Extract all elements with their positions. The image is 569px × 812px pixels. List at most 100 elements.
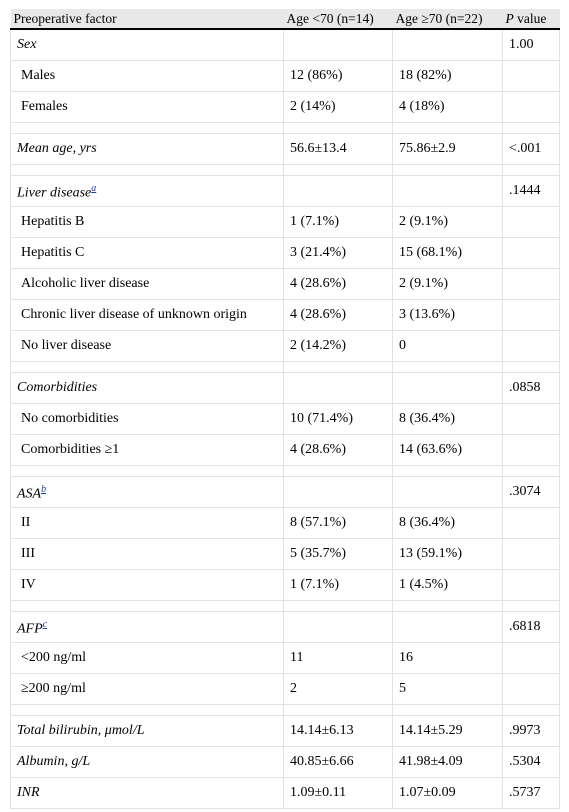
spacer-cell <box>10 600 284 612</box>
spacer-cell <box>502 122 560 134</box>
group-label-cell: Sex <box>10 28 284 61</box>
footnote-link[interactable]: c <box>42 618 48 630</box>
spacer-cell <box>10 361 284 373</box>
spacer-row <box>10 122 560 134</box>
measure-label-cell: Total bilirubin, μmol/L <box>10 715 284 747</box>
value-cell: 12 (86%) <box>283 60 393 92</box>
value-cell: 2 <box>283 673 393 705</box>
value-cell: 13 (59.1%) <box>392 538 503 570</box>
empty-cell <box>502 673 560 705</box>
value-cell: 2 (9.1%) <box>392 268 503 300</box>
value-cell: 8 (36.4%) <box>392 403 503 435</box>
empty-cell <box>502 330 560 362</box>
p-value-cell: .6818 <box>502 611 560 643</box>
empty-cell <box>502 60 560 92</box>
group-label-cell: Comorbidities <box>10 372 284 404</box>
value-cell: 14.14±5.29 <box>392 715 503 747</box>
sub-row: III 5 (35.7%) 13 (59.1%) <box>10 538 560 570</box>
group-row: Sex 1.00 <box>10 28 560 61</box>
spacer-cell <box>502 704 560 716</box>
empty-cell <box>502 403 560 435</box>
empty-cell <box>502 507 560 539</box>
spacer-cell <box>502 600 560 612</box>
group-title: Comorbidities <box>17 380 98 395</box>
footnote-mark: a <box>91 181 96 194</box>
sub-row: Alcoholic liver disease 4 (28.6%) 2 (9.1%) <box>10 268 560 300</box>
empty-cell <box>283 28 393 61</box>
group-row: AFPc .6818 <box>10 611 560 643</box>
value-cell: 2 (14%) <box>283 91 393 123</box>
header-cell: Age <70 (n=14) <box>283 9 393 30</box>
p-value-cell: .1444 <box>502 175 560 207</box>
spacer-cell <box>392 704 503 716</box>
value-cell: 8 (36.4%) <box>392 507 503 539</box>
value-cell: 4 (28.6%) <box>283 434 393 466</box>
sub-label-cell: Males <box>10 60 284 92</box>
spacer-cell <box>502 164 560 176</box>
footnote-mark: c <box>43 617 47 630</box>
sub-row: <200 ng/ml 11 16 <box>10 642 560 674</box>
value-cell: 1 (7.1%) <box>283 206 393 238</box>
sub-row: Chronic liver disease of unknown origin 4… <box>10 299 560 331</box>
value-cell: 8 (57.1%) <box>283 507 393 539</box>
measure-row: Total bilirubin, μmol/L 14.14±6.13 14.14±5… <box>10 715 560 747</box>
sub-row: No comorbidities 10 (71.4%) 8 (36.4%) <box>10 403 560 435</box>
measure-row: Mean age, yrs 56.6±13.4 75.86±2.9 <.001 <box>10 133 560 165</box>
footnote-link[interactable]: b <box>41 483 47 495</box>
value-cell: 4 (28.6%) <box>283 299 393 331</box>
p-symbol: P <box>505 10 514 26</box>
spacer-cell <box>10 465 284 477</box>
value-cell: 3 (21.4%) <box>283 237 393 269</box>
sub-label-cell: Females <box>10 91 284 123</box>
p-value-cell: 1.00 <box>502 28 560 61</box>
p-value-cell: .9973 <box>502 715 560 747</box>
measure-label-cell: Mean age, yrs <box>10 133 284 165</box>
spacer-row <box>10 704 560 716</box>
spacer-cell <box>392 122 503 134</box>
spacer-cell <box>283 361 393 373</box>
value-cell: 16 <box>392 642 503 674</box>
sub-label-cell: <200 ng/ml <box>10 642 284 674</box>
group-title: ASA <box>17 486 42 502</box>
value-cell: 18 (82%) <box>392 60 503 92</box>
spacer-cell <box>392 600 503 612</box>
empty-cell <box>502 237 560 269</box>
value-cell: 4 (18%) <box>392 91 503 123</box>
group-title: Liver disease <box>17 185 92 201</box>
measure-row: Albumin, g/L 40.85±6.66 41.98±4.09.5304 <box>10 746 560 778</box>
value-cell: 15 (68.1%) <box>392 237 503 269</box>
measure-row: INR 1.09±0.11 1.07±0.09.5737 <box>10 777 560 809</box>
footnote-link[interactable]: a <box>91 182 97 194</box>
value-cell: 2 (14.2%) <box>283 330 393 362</box>
empty-cell <box>502 206 560 238</box>
p-value-cell: .3074 <box>502 476 560 508</box>
value-cell: 4 (28.6%) <box>283 268 393 300</box>
spacer-cell <box>502 361 560 373</box>
empty-cell <box>283 611 393 643</box>
empty-cell <box>392 611 503 643</box>
sub-label-cell: Comorbidities ≥1 <box>10 434 284 466</box>
empty-cell <box>502 91 560 123</box>
spacer-cell <box>392 164 503 176</box>
sub-label-cell: Hepatitis B <box>10 206 284 238</box>
sub-label-cell: ≥200 ng/ml <box>10 673 284 705</box>
empty-cell <box>502 538 560 570</box>
sub-row: Males 12 (86%) 18 (82%) <box>10 60 560 92</box>
value-cell: 1 (4.5%) <box>392 569 503 601</box>
sub-row: IV 1 (7.1%) 1 (4.5%) <box>10 569 560 601</box>
sub-label-cell: Alcoholic liver disease <box>10 268 284 300</box>
sub-label-cell: No comorbidities <box>10 403 284 435</box>
spacer-cell <box>392 465 503 477</box>
empty-cell <box>283 476 393 508</box>
empty-cell <box>283 175 393 207</box>
value-cell: 14 (63.6%) <box>392 434 503 466</box>
header-cell: Preoperative factor <box>10 9 284 30</box>
group-row: ASAb .3074 <box>10 476 560 508</box>
p-label: value <box>517 10 547 26</box>
value-cell: 10 (71.4%) <box>283 403 393 435</box>
group-label-cell: ASAb <box>10 476 284 508</box>
empty-cell <box>502 569 560 601</box>
value-cell: 1.09±0.11 <box>283 777 393 809</box>
